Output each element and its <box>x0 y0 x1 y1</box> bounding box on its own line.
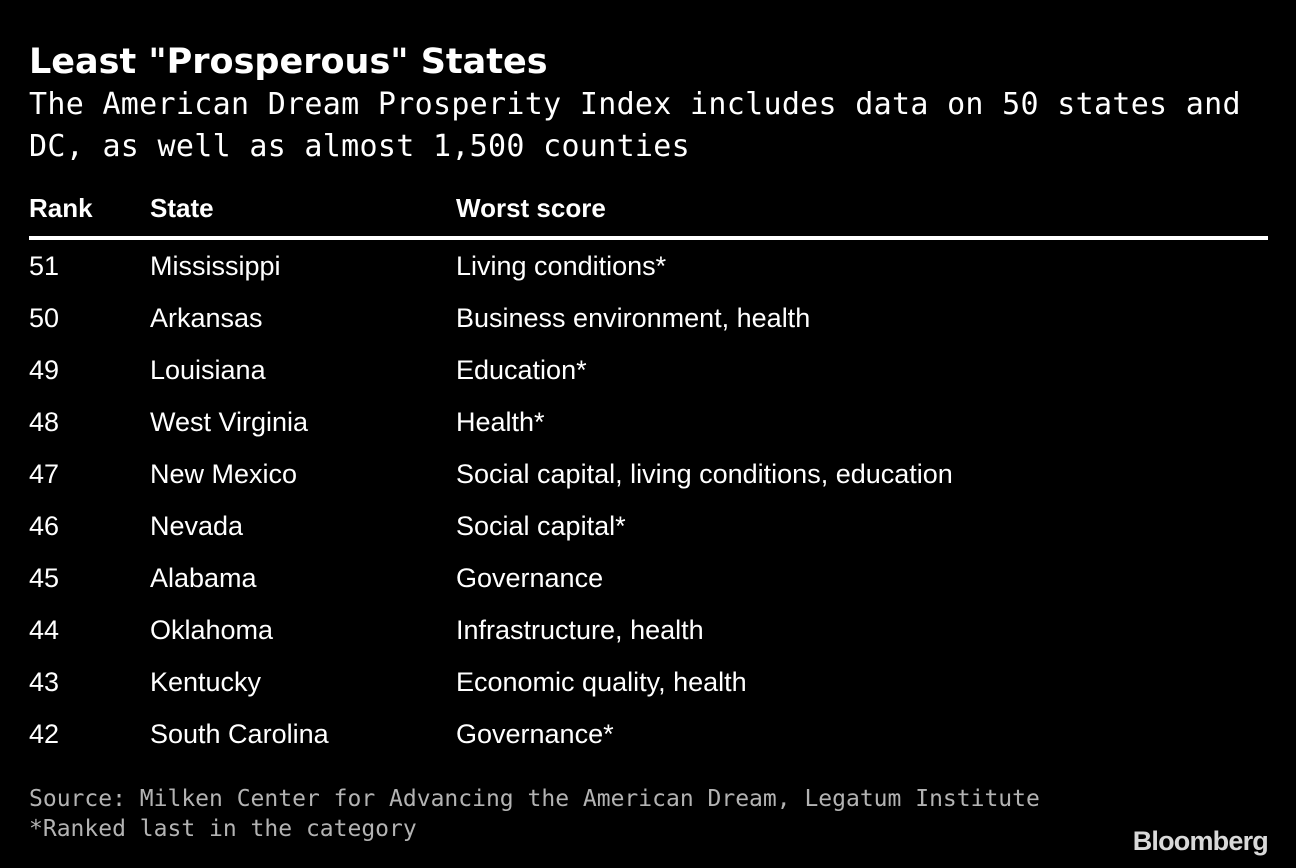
table-row: 50 Arkansas Business environment, health <box>29 292 1268 344</box>
cell-state: Oklahoma <box>150 615 274 645</box>
cell-rank: 47 <box>29 459 60 489</box>
table-row: 46 Nevada Social capital* <box>29 500 1268 552</box>
footnotes: Source: Milken Center for Advancing the … <box>29 784 1040 844</box>
cell-state: West Virginia <box>150 407 309 437</box>
cell-rank: 50 <box>29 303 60 333</box>
table-row: 47 New Mexico Social capital, living condi… <box>29 448 1268 500</box>
table-row: 42 South Carolina Governance* <box>29 708 1268 760</box>
cell-state: Kentucky <box>150 667 262 697</box>
chart-subtitle: The American Dream Prosperity Index incl… <box>29 87 1241 164</box>
cell-rank: 51 <box>29 251 60 281</box>
data-table: Rank State Worst score 51 Mississippi Livi… <box>29 186 1268 760</box>
cell-state: Arkansas <box>150 303 263 333</box>
asterisk-note: *Ranked last in the category <box>29 816 417 842</box>
column-header-rank: Rank <box>29 193 93 223</box>
cell-worst-score: Governance* <box>456 719 614 749</box>
column-header-worst-score: Worst score <box>456 193 606 223</box>
column-header-state: State <box>150 193 214 223</box>
chart-title: Least "Prosperous" States <box>29 42 548 82</box>
cell-state: Louisiana <box>150 355 266 385</box>
table-row: 45 Alabama Governance <box>29 552 1268 604</box>
bloomberg-logo: Bloomberg <box>1132 826 1269 856</box>
cell-state: South Carolina <box>150 719 329 749</box>
source-note: Source: Milken Center for Advancing the … <box>29 786 1040 812</box>
cell-rank: 48 <box>29 407 60 437</box>
cell-worst-score: Business environment, health <box>456 303 811 333</box>
cell-worst-score: Health* <box>456 407 545 437</box>
cell-worst-score: Governance <box>456 563 604 593</box>
cell-worst-score: Social capital* <box>456 511 626 541</box>
cell-rank: 43 <box>29 667 60 697</box>
table-row: 51 Mississippi Living conditions* <box>29 240 1268 292</box>
table-row: 44 Oklahoma Infrastructure, health <box>29 604 1268 656</box>
cell-state: New Mexico <box>150 459 298 489</box>
cell-rank: 44 <box>29 615 60 645</box>
cell-worst-score: Infrastructure, health <box>456 615 704 645</box>
cell-state: Nevada <box>150 511 244 541</box>
table-header: Rank State Worst score <box>29 186 1268 240</box>
cell-state: Alabama <box>150 563 257 593</box>
cell-worst-score: Social capital, living conditions, educa… <box>456 459 953 489</box>
cell-rank: 46 <box>29 511 60 541</box>
table-row: 49 Louisiana Education* <box>29 344 1268 396</box>
cell-rank: 49 <box>29 355 60 385</box>
table-row: 48 West Virginia Health* <box>29 396 1268 448</box>
table-body: 51 Mississippi Living conditions* 50 Arkansa… <box>29 240 1268 760</box>
cell-state: Mississippi <box>150 251 281 281</box>
cell-worst-score: Living conditions* <box>456 251 667 281</box>
cell-worst-score: Economic quality, health <box>456 667 747 697</box>
table-row: 43 Kentucky Economic quality, health <box>29 656 1268 708</box>
cell-rank: 45 <box>29 563 60 593</box>
cell-worst-score: Education* <box>456 355 587 385</box>
cell-rank: 42 <box>29 719 60 749</box>
